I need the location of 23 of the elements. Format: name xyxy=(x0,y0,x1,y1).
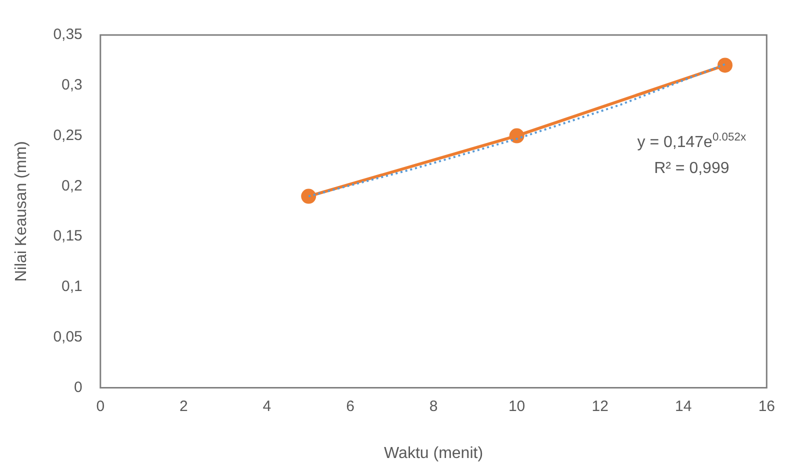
point xyxy=(509,128,524,144)
y-tick-label: 0,1 xyxy=(62,278,82,296)
x-tick-label: 10 xyxy=(508,398,526,415)
x-axis-title: Waktu (menit) xyxy=(384,444,484,462)
y-tick-label: 0,2 xyxy=(62,177,82,194)
x-tick-label: 16 xyxy=(758,398,775,415)
y-tick-label: 0,25 xyxy=(53,126,82,144)
x-tick-label: 6 xyxy=(346,398,354,415)
x-tick-label: 4 xyxy=(262,398,272,415)
y-tick-label: 0,15 xyxy=(53,228,82,245)
point xyxy=(301,188,316,204)
y-tick-label: 0 xyxy=(74,378,82,396)
point xyxy=(718,58,733,73)
x-tick-label: 12 xyxy=(592,398,608,415)
x-tick-label: 8 xyxy=(429,398,438,415)
annotation: R² = 0,999 xyxy=(654,160,730,177)
y-tick-label: 0,3 xyxy=(62,76,82,94)
y-axis-title: Nilai Keausan (mm) xyxy=(13,141,30,282)
x-tick-label: 14 xyxy=(675,398,692,415)
x-tick-label: 2 xyxy=(180,398,188,415)
x-tick-label: 0 xyxy=(96,398,105,415)
y-tick-label: 0,35 xyxy=(53,26,82,44)
y-tick-label: 0,05 xyxy=(53,328,82,346)
